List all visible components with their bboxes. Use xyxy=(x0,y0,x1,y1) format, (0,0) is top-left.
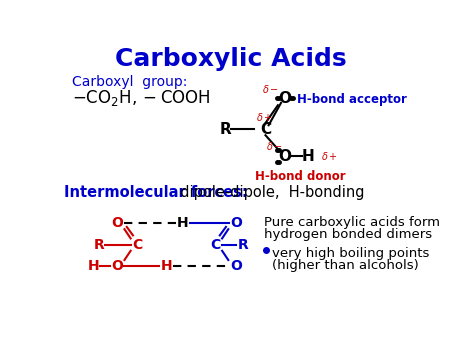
Text: $\delta-$: $\delta-$ xyxy=(266,140,284,152)
Text: dipole-dipole,  H-bonding: dipole-dipole, H-bonding xyxy=(171,185,364,200)
Text: Pure carboxylic acids form: Pure carboxylic acids form xyxy=(264,216,440,229)
Text: $\mathsf{-CO_2H, -COOH}$: $\mathsf{-CO_2H, -COOH}$ xyxy=(72,88,211,108)
Text: H-bond acceptor: H-bond acceptor xyxy=(297,93,407,106)
Text: H: H xyxy=(161,259,172,273)
Text: hydrogen bonded dimers: hydrogen bonded dimers xyxy=(264,228,432,241)
Text: R: R xyxy=(238,238,248,251)
Text: C: C xyxy=(260,122,271,137)
Text: O: O xyxy=(111,259,123,273)
Text: H: H xyxy=(177,216,189,230)
Text: C: C xyxy=(132,238,143,251)
Text: H: H xyxy=(88,259,99,273)
Text: R: R xyxy=(94,238,104,251)
Text: O: O xyxy=(279,149,292,164)
Text: Intermolecular forces:: Intermolecular forces: xyxy=(64,185,248,200)
Text: H-bond donor: H-bond donor xyxy=(255,170,346,183)
Text: (higher than alcohols): (higher than alcohols) xyxy=(272,259,418,272)
Text: R: R xyxy=(219,122,231,137)
Text: O: O xyxy=(111,216,123,230)
Text: $\delta+$: $\delta+$ xyxy=(320,150,338,162)
Text: H: H xyxy=(302,149,315,164)
Text: $\delta+$: $\delta+$ xyxy=(256,111,272,123)
Text: $\delta-$: $\delta-$ xyxy=(262,83,279,95)
Text: C: C xyxy=(210,238,220,251)
Text: Carboxyl  group:: Carboxyl group: xyxy=(72,75,187,89)
Text: Carboxylic Acids: Carboxylic Acids xyxy=(115,47,346,71)
Text: O: O xyxy=(230,216,242,230)
Text: O: O xyxy=(230,259,242,273)
Text: O: O xyxy=(279,91,292,106)
Text: very high boiling points: very high boiling points xyxy=(272,247,429,260)
